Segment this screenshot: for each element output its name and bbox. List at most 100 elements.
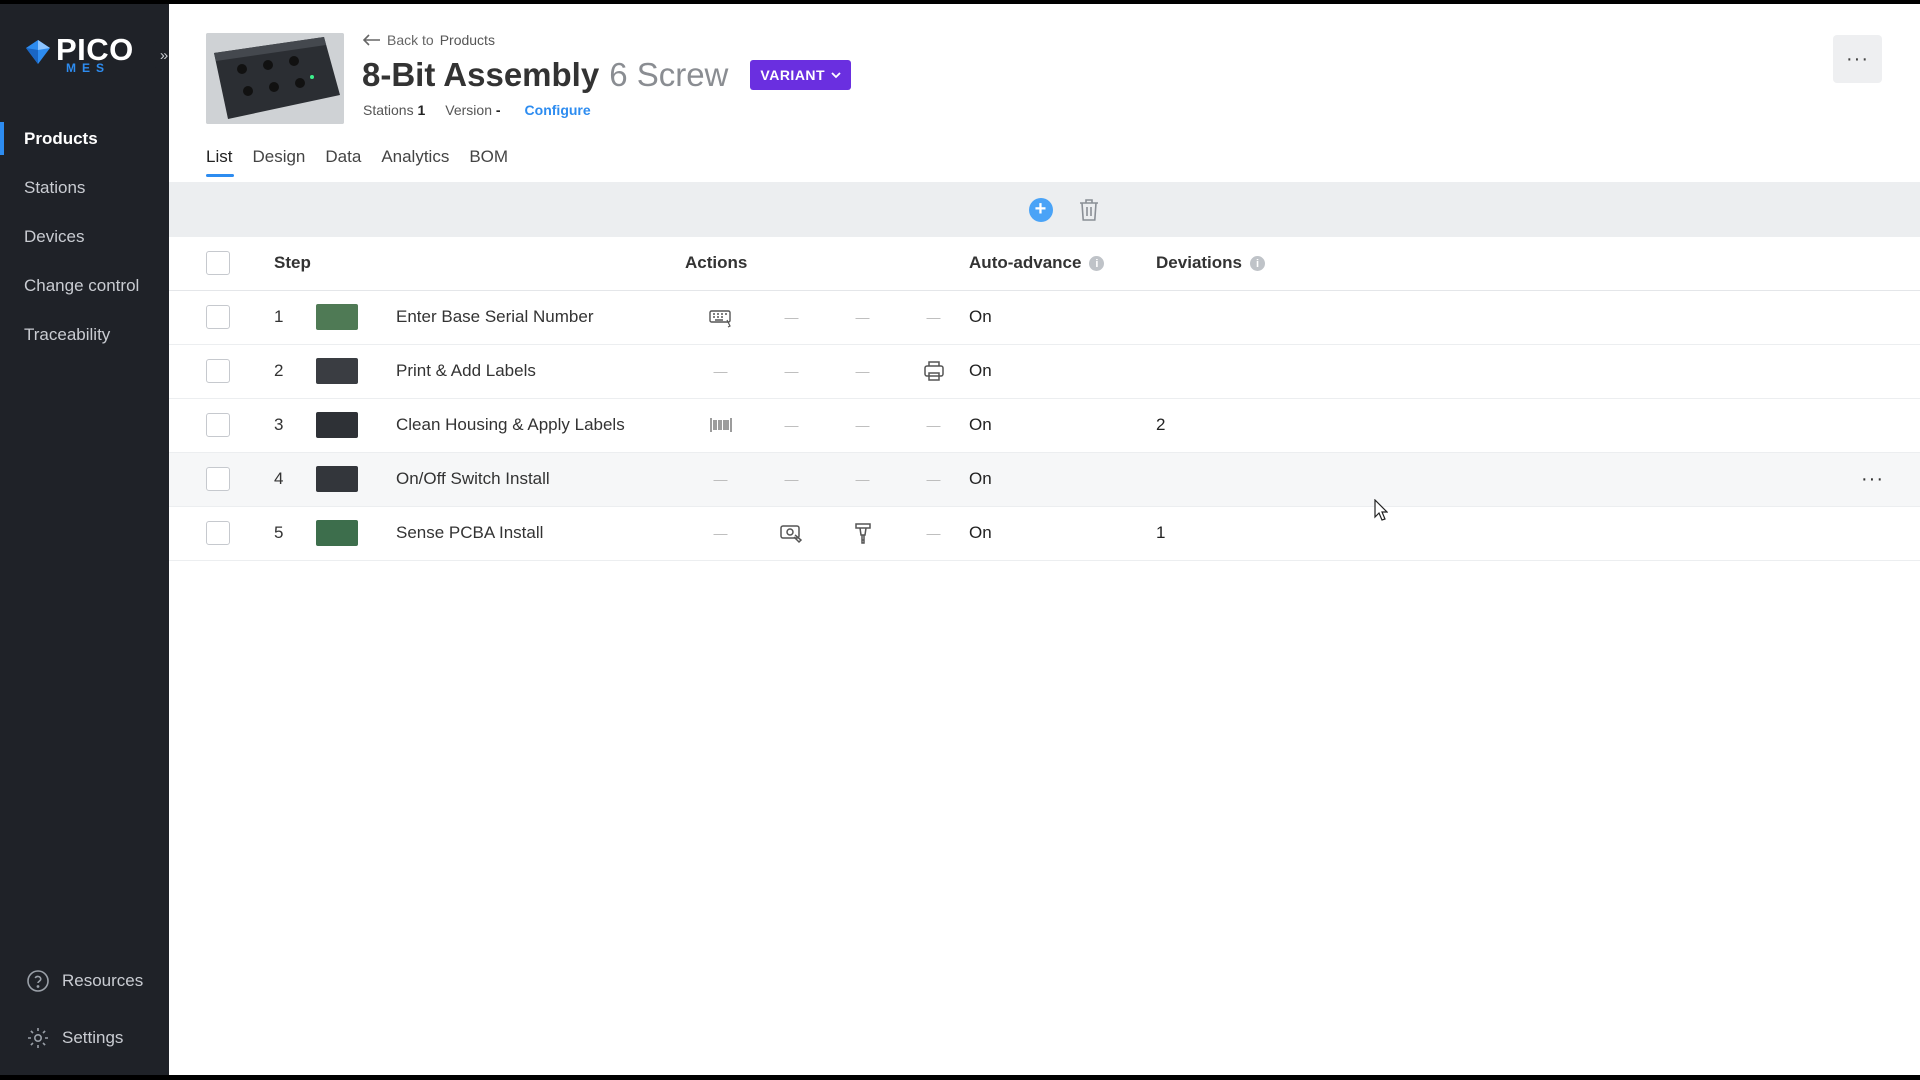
action-empty: — — [926, 525, 941, 541]
info-icon[interactable]: i — [1250, 256, 1266, 272]
sidebar-item-change-control[interactable]: Change control — [0, 261, 169, 310]
ellipsis-icon: ··· — [1846, 47, 1869, 70]
sidebar-item-label: Products — [24, 128, 98, 148]
sidebar-bottom: Resources Settings — [0, 956, 169, 1062]
step-name[interactable]: Sense PCBA Install — [396, 523, 544, 542]
sidebar-item-products[interactable]: Products — [0, 114, 169, 163]
printer-icon[interactable] — [921, 361, 947, 381]
chevrons-right-icon: » — [159, 46, 169, 64]
page-subtitle: 6 Screw — [609, 56, 729, 93]
stations-label: Stations — [363, 102, 414, 118]
sidebar-item-label: Stations — [24, 177, 86, 197]
step-number: 5 — [274, 523, 284, 542]
table-row[interactable]: 5 Sense PCBA Install — — On 1 — [169, 506, 1920, 560]
step-thumbnail — [316, 466, 358, 492]
table-header-row: Step Actions Auto-advance i Deviations i — [169, 237, 1920, 290]
step-number: 3 — [274, 415, 284, 434]
sidebar-nav: Products Stations Devices Change control… — [0, 114, 169, 359]
step-number: 1 — [274, 307, 284, 326]
table-row[interactable]: 4 On/Off Switch Install — — — — On ··· — [169, 452, 1920, 506]
add-step-button[interactable]: + — [1028, 197, 1053, 222]
tab-data[interactable]: Data — [325, 147, 362, 166]
deviations-value — [1156, 452, 1336, 506]
back-to-products-link[interactable]: Back to Products — [363, 32, 495, 48]
step-name[interactable]: Enter Base Serial Number — [396, 307, 594, 326]
row-checkbox[interactable] — [206, 359, 230, 383]
table-row[interactable]: 1 Enter Base Serial Number — — — On — [169, 290, 1920, 344]
logo-diamond-icon — [26, 40, 50, 64]
sidebar-item-traceability[interactable]: Traceability — [0, 310, 169, 359]
action-empty: — — [926, 309, 941, 325]
step-name[interactable]: Print & Add Labels — [396, 361, 536, 380]
sidebar-item-devices[interactable]: Devices — [0, 212, 169, 261]
row-more-button[interactable]: ··· — [1861, 467, 1884, 490]
variant-label: VARIANT — [760, 67, 826, 83]
barcode-icon[interactable] — [708, 416, 734, 432]
product-header: Back to Products 8-Bit Assembly 6 Screw … — [169, 4, 1920, 182]
sidebar-item-resources[interactable]: Resources — [0, 956, 169, 1005]
main-content: Back to Products 8-Bit Assembly 6 Screw … — [169, 4, 1920, 1075]
version-label: Version — [445, 102, 492, 118]
tab-design[interactable]: Design — [252, 147, 306, 166]
tab-bom[interactable]: BOM — [469, 147, 509, 166]
step-name[interactable]: Clean Housing & Apply Labels — [396, 415, 625, 434]
action-empty: — — [784, 363, 799, 379]
step-number: 2 — [274, 361, 284, 380]
trash-icon[interactable] — [1077, 197, 1101, 223]
column-deviations: Deviations i — [1156, 237, 1336, 290]
info-icon[interactable]: i — [1089, 256, 1105, 272]
action-empty: — — [855, 363, 870, 379]
column-actions: Actions — [685, 253, 748, 273]
sidebar-item-stations[interactable]: Stations — [0, 163, 169, 212]
configure-link[interactable]: Configure — [524, 102, 591, 118]
more-options-button[interactable]: ··· — [1833, 35, 1882, 83]
auto-advance-value: On — [969, 307, 992, 326]
row-checkbox[interactable] — [206, 467, 230, 491]
arrow-left-icon — [363, 34, 380, 46]
steps-table: Step Actions Auto-advance i Deviations i 1… — [169, 237, 1920, 561]
deviations-value — [1156, 290, 1336, 344]
sidebar-item-settings[interactable]: Settings — [0, 1013, 169, 1062]
sidebar-item-label: Resources — [62, 970, 144, 990]
row-checkbox[interactable] — [206, 305, 230, 329]
step-thumbnail — [316, 304, 358, 330]
table-row[interactable]: 2 Print & Add Labels — — — On — [169, 344, 1920, 398]
gear-icon — [28, 1027, 48, 1048]
deviations-value: 2 — [1156, 415, 1166, 434]
step-thumbnail — [316, 412, 358, 438]
step-name[interactable]: On/Off Switch Install — [396, 469, 550, 488]
action-empty: — — [855, 309, 870, 325]
version-value: - — [495, 102, 501, 118]
stations-value: 1 — [417, 102, 426, 118]
tab-list[interactable]: List — [206, 147, 235, 177]
camera-icon[interactable] — [779, 524, 805, 544]
table-row[interactable]: 3 Clean Housing & Apply Labels — — — On 2 — [169, 398, 1920, 452]
variant-dropdown[interactable]: VARIANT — [750, 60, 852, 90]
plus-icon: + — [1034, 198, 1047, 220]
action-empty: — — [713, 363, 728, 379]
keyboard-icon[interactable] — [708, 308, 734, 328]
select-all-checkbox[interactable] — [206, 251, 230, 276]
step-thumbnail — [316, 358, 358, 384]
deviations-value: 1 — [1156, 523, 1166, 542]
help-circle-icon — [27, 969, 49, 992]
logo-sub: MES — [66, 61, 111, 75]
action-empty: — — [713, 525, 728, 541]
row-checkbox[interactable] — [206, 521, 230, 545]
column-auto-advance: Auto-advance i — [969, 237, 1156, 290]
page-title: 8-Bit Assembly — [362, 56, 600, 93]
screwdriver-icon[interactable] — [850, 523, 876, 544]
tab-analytics[interactable]: Analytics — [381, 147, 450, 166]
sidebar-item-label: Change control — [24, 275, 140, 295]
action-empty: — — [784, 309, 799, 325]
logo-word: PICO — [56, 32, 134, 67]
column-step: Step — [274, 253, 311, 273]
list-toolbar: + — [169, 182, 1920, 237]
product-thumbnail — [206, 33, 344, 124]
row-checkbox[interactable] — [206, 413, 230, 437]
action-empty: — — [926, 417, 941, 433]
auto-advance-label: Auto-advance — [969, 253, 1082, 273]
sidebar-item-label: Traceability — [24, 324, 111, 344]
sidebar-item-label: Settings — [62, 1027, 124, 1047]
back-target: Products — [439, 32, 495, 48]
